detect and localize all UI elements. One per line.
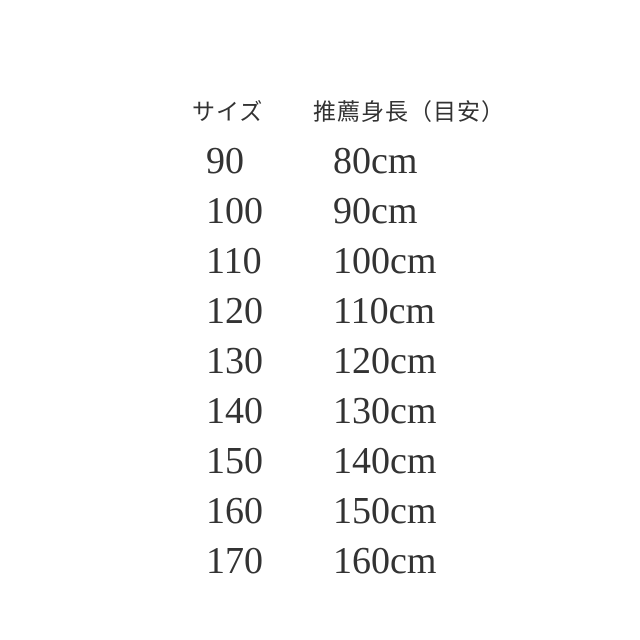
size-cell: 90 — [206, 140, 244, 182]
height-cell: 120cm — [333, 340, 437, 382]
table-row: 170 160cm — [0, 536, 640, 586]
height-cell: 140cm — [333, 440, 437, 482]
table-row: 120 110cm — [0, 286, 640, 336]
size-cell: 140 — [206, 390, 263, 432]
table-row: 140 130cm — [0, 386, 640, 436]
table-row: 100 90cm — [0, 186, 640, 236]
size-cell: 100 — [206, 190, 263, 232]
height-cell: 100cm — [333, 240, 437, 282]
height-cell: 160cm — [333, 540, 437, 582]
table-row: 160 150cm — [0, 486, 640, 536]
height-cell: 150cm — [333, 490, 437, 532]
size-cell: 130 — [206, 340, 263, 382]
height-column-header: 推薦身長（目安） — [313, 99, 505, 125]
height-cell: 110cm — [333, 290, 436, 332]
table-row: 150 140cm — [0, 436, 640, 486]
size-chart-table: サイズ 推薦身長（目安） 90 80cm 100 90cm 110 100cm … — [0, 88, 640, 586]
height-cell: 80cm — [333, 140, 418, 182]
table-row: 90 80cm — [0, 136, 640, 186]
size-column-header: サイズ — [192, 99, 264, 125]
size-cell: 150 — [206, 440, 263, 482]
size-cell: 120 — [206, 290, 263, 332]
table-row: 110 100cm — [0, 236, 640, 286]
table-header-row: サイズ 推薦身長（目安） — [0, 88, 640, 136]
size-cell: 160 — [206, 490, 263, 532]
table-row: 130 120cm — [0, 336, 640, 386]
size-cell: 170 — [206, 540, 263, 582]
height-cell: 90cm — [333, 190, 418, 232]
size-cell: 110 — [206, 240, 262, 282]
height-cell: 130cm — [333, 390, 437, 432]
